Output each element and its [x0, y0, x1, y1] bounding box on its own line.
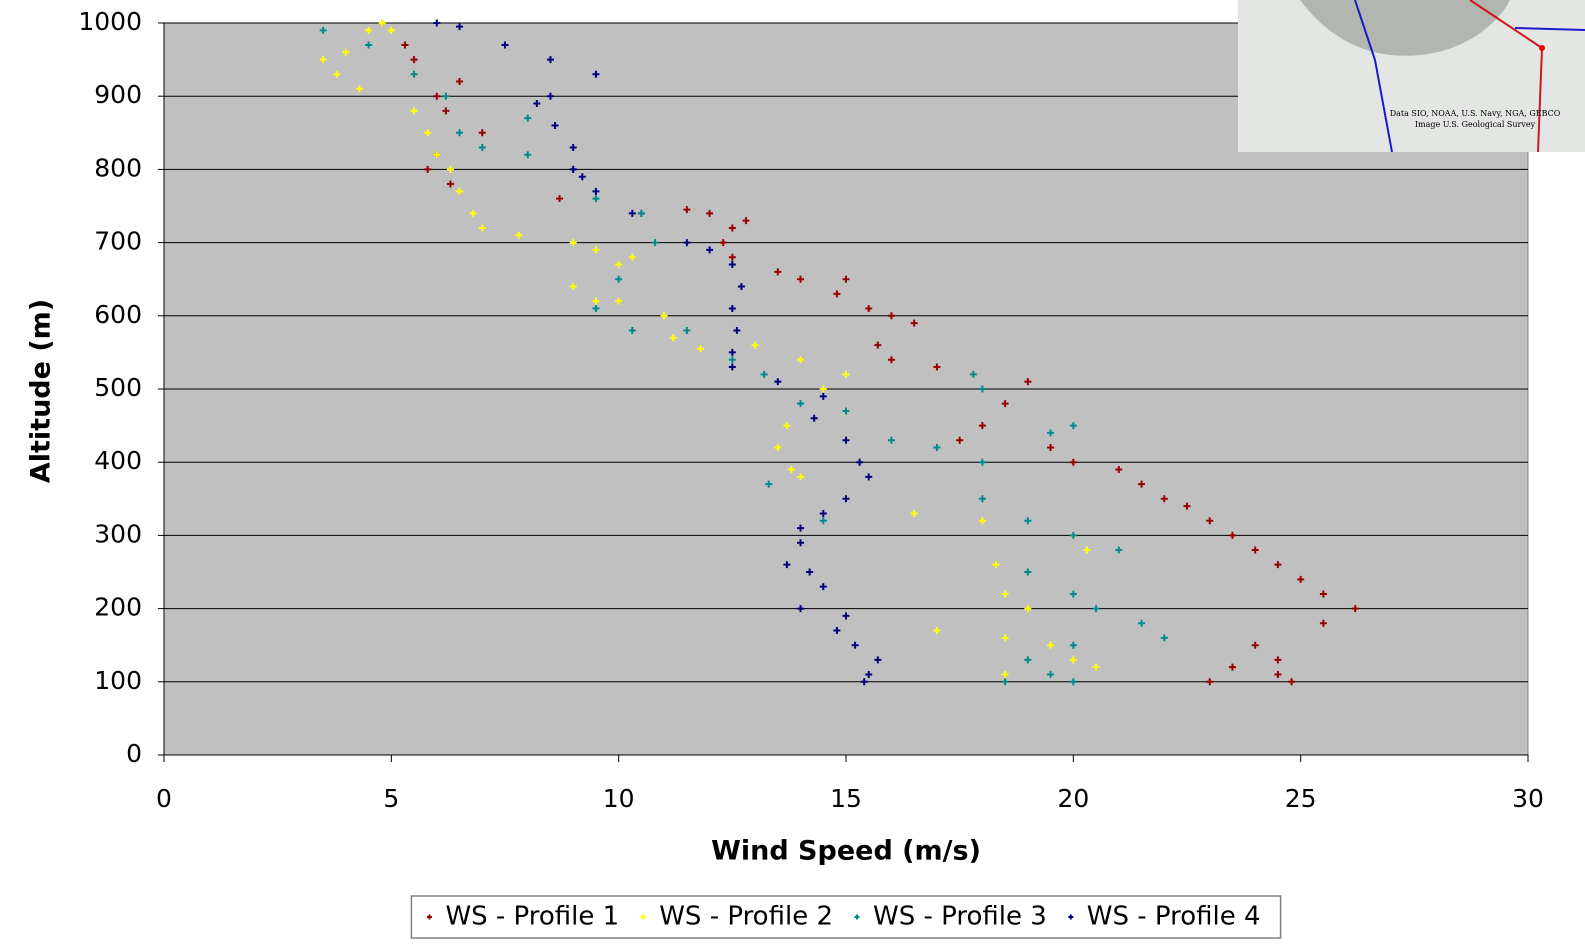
y-tick-label: 0	[126, 739, 142, 768]
legend-label: WS - Profile 1	[445, 902, 619, 932]
x-tick-label: 25	[1285, 784, 1317, 813]
legend-label: WS - Profile 2	[659, 902, 833, 932]
x-axis-title: Wind Speed (m/s)	[711, 836, 981, 867]
y-tick-label: 200	[94, 593, 142, 622]
map-attribution: Image U.S. Geological Survey	[1415, 120, 1536, 129]
map-marker	[1539, 45, 1545, 51]
map-attribution: Data SIO, NOAA, U.S. Navy, NGA, GEBCO	[1390, 109, 1561, 118]
legend-label: WS - Profile 3	[873, 902, 1047, 932]
x-tick-label: 10	[603, 784, 635, 813]
y-tick-label: 800	[94, 153, 142, 182]
y-tick-label: 300	[94, 519, 142, 548]
y-tick-label: 600	[94, 300, 142, 329]
map-inset: Data SIO, NOAA, U.S. Navy, NGA, GEBCO Im…	[1238, 0, 1585, 152]
y-tick-label: 700	[94, 227, 142, 256]
legend: WS - Profile 1 WS - Profile 2 WS - Profile…	[411, 896, 1280, 938]
legend-label: WS - Profile 4	[1087, 902, 1261, 932]
x-tick-label: 0	[156, 784, 172, 813]
y-tick-label: 1000	[78, 7, 142, 36]
y-tick-label: 400	[94, 446, 142, 475]
y-axis-title: Altitude (m)	[26, 299, 57, 483]
y-tick-label: 100	[94, 666, 142, 695]
y-tick-label: 900	[94, 80, 142, 109]
x-tick-label: 20	[1057, 784, 1089, 813]
x-tick-label: 15	[830, 784, 862, 813]
y-tick-label: 500	[94, 373, 142, 402]
chart: Wind Speed (m/s) Altitude (m) 0100200300…	[0, 0, 1585, 948]
x-tick-label: 30	[1512, 784, 1544, 813]
x-tick-label: 5	[383, 784, 399, 813]
